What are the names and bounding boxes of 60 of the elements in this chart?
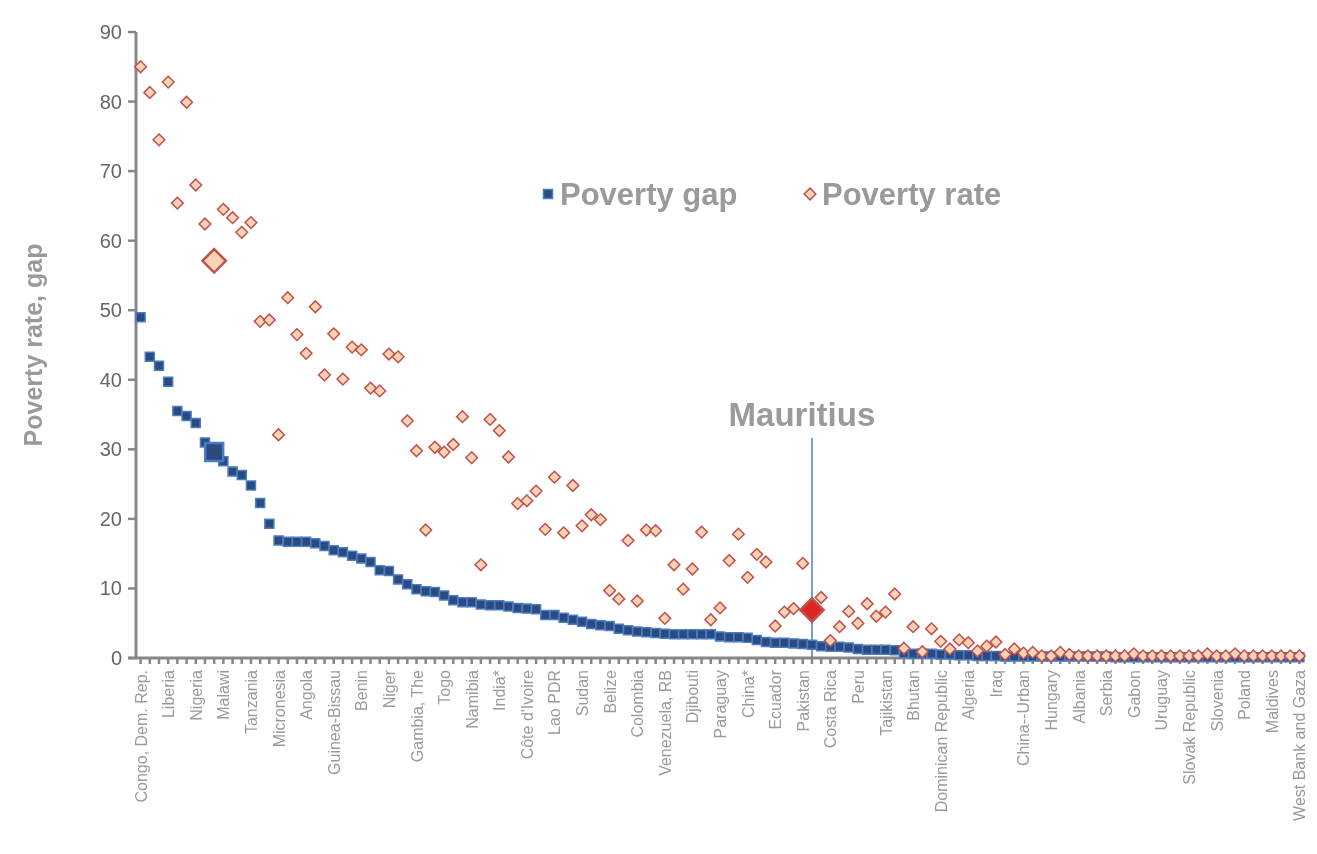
x-tick-label: Albania	[1070, 669, 1088, 724]
x-tick-label: Lao PDR	[546, 670, 564, 735]
x-tick-label: Slovak Republic	[1181, 670, 1199, 785]
y-tick-label: 50	[99, 299, 122, 322]
x-tick-label: Costa Rica	[822, 669, 840, 749]
x-tick-label: Iraq	[987, 670, 1005, 698]
y-tick-label: 30	[99, 438, 122, 461]
x-tick-label: Algeria	[960, 669, 978, 720]
legend-label: Poverty gap	[560, 176, 738, 212]
point	[203, 441, 225, 463]
point	[799, 597, 825, 623]
y-tick-label: 0	[110, 647, 122, 669]
x-tick-label: Serbia	[1098, 669, 1116, 717]
x-tick-label: Togo	[436, 669, 454, 705]
point	[201, 247, 228, 274]
x-tick-label: Guinea-Bissau	[325, 670, 343, 775]
x-tick-label: Congo, Dem. Rep.	[132, 670, 150, 803]
x-tick-label: Colombia	[629, 669, 647, 738]
x-tick-label: China--Urban	[1015, 670, 1033, 767]
x-tick-label: Tajikistan	[877, 670, 895, 736]
y-axis-title: Poverty rate, gap	[19, 243, 47, 447]
y-tick-label: 60	[99, 229, 122, 252]
x-tick-label: Peru	[849, 670, 867, 704]
y-tick-label: 20	[99, 507, 122, 530]
x-tick-label: Poland	[1236, 670, 1254, 720]
x-tick-label: Malawi	[215, 670, 233, 720]
x-tick-label: Côte d'Ivoire	[518, 669, 536, 760]
x-tick-label: Benin	[353, 670, 371, 711]
x-tick-label: Gabon	[1125, 670, 1143, 719]
x-tick-label: Angola	[298, 669, 316, 720]
y-tick-label: 70	[99, 160, 122, 183]
x-tick-label: India*	[491, 670, 509, 711]
x-tick-label: Venezuela, RB	[656, 670, 674, 776]
x-tick-label: Liberia	[160, 669, 178, 719]
x-tick-label: West Bank and Gaza	[1291, 669, 1309, 821]
x-tick-label: Niger	[380, 669, 398, 709]
x-tick-label: Hungary	[1043, 670, 1061, 731]
x-tick-label: Paraguay	[712, 670, 729, 739]
x-tick-label: China*	[739, 670, 757, 719]
y-tick-label: 80	[99, 90, 122, 113]
x-tick-label: Belize	[601, 669, 619, 714]
x-tick-label: Tanzania	[242, 669, 260, 735]
y-tick-label: 40	[99, 368, 122, 391]
x-tick-label: Namibia	[463, 669, 481, 729]
x-tick-label: Dominican Republic	[932, 670, 950, 813]
x-tick-label: Djibouti	[684, 670, 702, 724]
x-tick-label: Gambia, The	[408, 669, 426, 763]
y-tick-label: 10	[99, 577, 122, 600]
x-tick-label: Bhutan	[905, 670, 923, 721]
annotation: Mauritius	[728, 396, 876, 433]
x-tick-label: Uruguay	[1153, 670, 1171, 731]
x-tick-label: Maldives	[1263, 670, 1281, 734]
x-tick-label: Micronesia	[270, 669, 288, 748]
x-tick-label: Sudan	[574, 670, 592, 717]
legend-label: Poverty rate	[822, 176, 1002, 212]
x-tick-label: Nigeria	[187, 669, 205, 721]
x-tick-label: Slovenia	[1208, 669, 1226, 732]
x-tick-label: Ecuador	[767, 669, 785, 730]
y-tick-label: 90	[99, 21, 122, 43]
x-tick-label: Pakistan	[794, 670, 812, 732]
